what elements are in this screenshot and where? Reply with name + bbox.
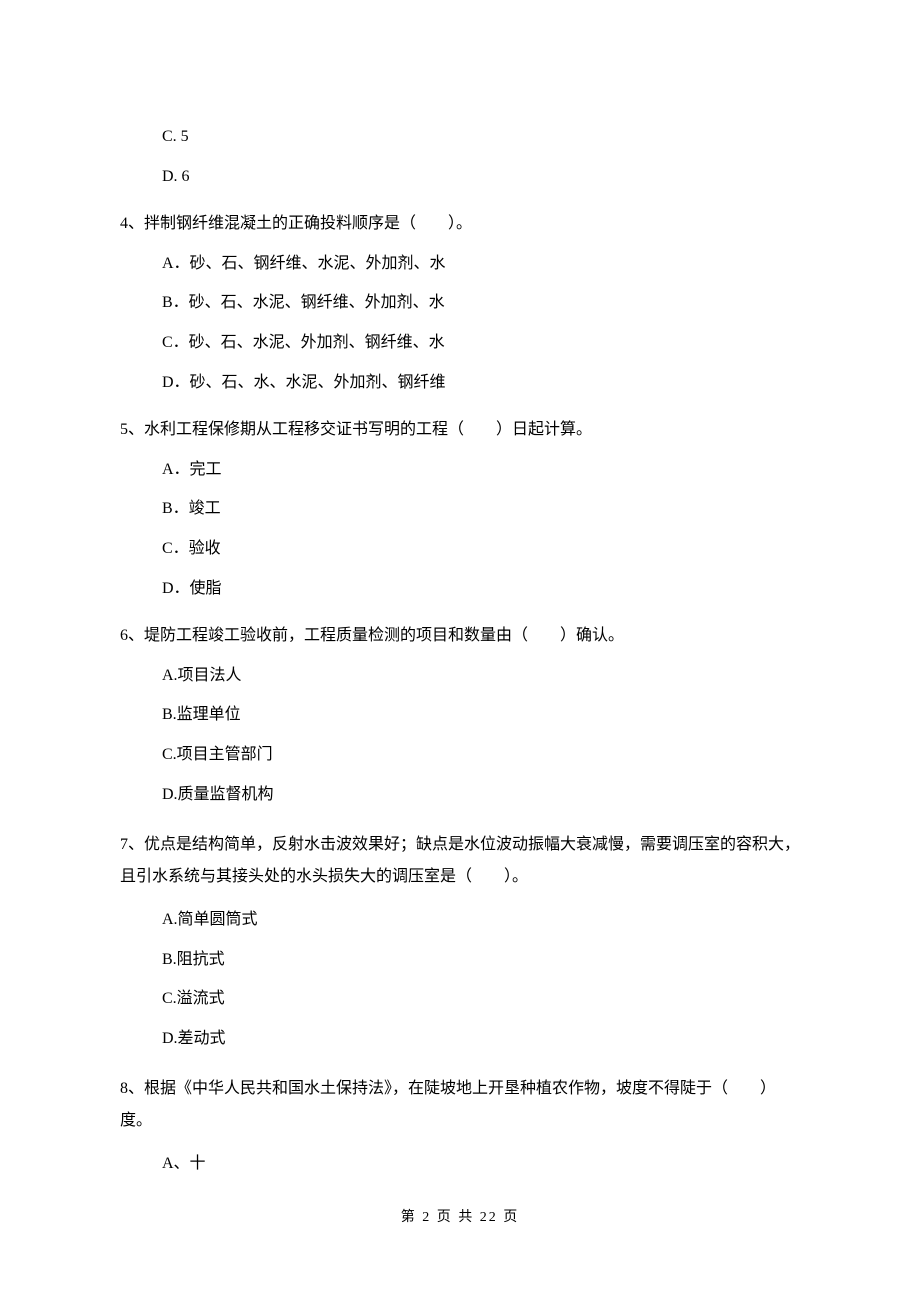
q5-option-b: B．竣工 [162,496,800,522]
q7-text: 7、优点是结构简单，反射水击波效果好；缺点是水位波动振幅大衰减慢，需要调压室的容… [120,829,800,893]
q6-option-a: A.项目法人 [162,663,800,689]
q8-text: 8、根据《中华人民共和国水土保持法》，在陡坡地上开垦种植农作物，坡度不得陡于（ … [120,1073,800,1137]
q4-option-b: B．砂、石、水泥、钢纤维、外加剂、水 [162,290,800,316]
q4-option-c: C．砂、石、水泥、外加剂、钢纤维、水 [162,330,800,356]
q4-text: 4、拌制钢纤维混凝土的正确投料顺序是（ ）。 [120,211,800,237]
document-page: C. 5 D. 6 4、拌制钢纤维混凝土的正确投料顺序是（ ）。 A．砂、石、钢… [0,0,920,1269]
q6-option-d: D.质量监督机构 [162,782,800,808]
page-footer: 第 2 页 共 22 页 [120,1207,800,1229]
q5-option-a: A．完工 [162,457,800,483]
q7-option-b: B.阻抗式 [162,947,800,973]
q3-option-d: D. 6 [162,164,800,190]
q6-text: 6、堤防工程竣工验收前，工程质量检测的项目和数量由（ ）确认。 [120,623,800,649]
q5-option-c: C．验收 [162,536,800,562]
q7-option-d: D.差动式 [162,1026,800,1052]
q7-option-c: C.溢流式 [162,986,800,1012]
q6-option-b: B.监理单位 [162,702,800,728]
q5-text: 5、水利工程保修期从工程移交证书写明的工程（ ）日起计算。 [120,417,800,443]
q7-option-a: A.简单圆筒式 [162,907,800,933]
q4-option-a: A．砂、石、钢纤维、水泥、外加剂、水 [162,251,800,277]
q8-option-a: A、十 [162,1151,800,1177]
q6-option-c: C.项目主管部门 [162,742,800,768]
q4-option-d: D．砂、石、水、水泥、外加剂、钢纤维 [162,370,800,396]
q5-option-d: D．使脂 [162,576,800,602]
q3-option-c: C. 5 [162,124,800,150]
